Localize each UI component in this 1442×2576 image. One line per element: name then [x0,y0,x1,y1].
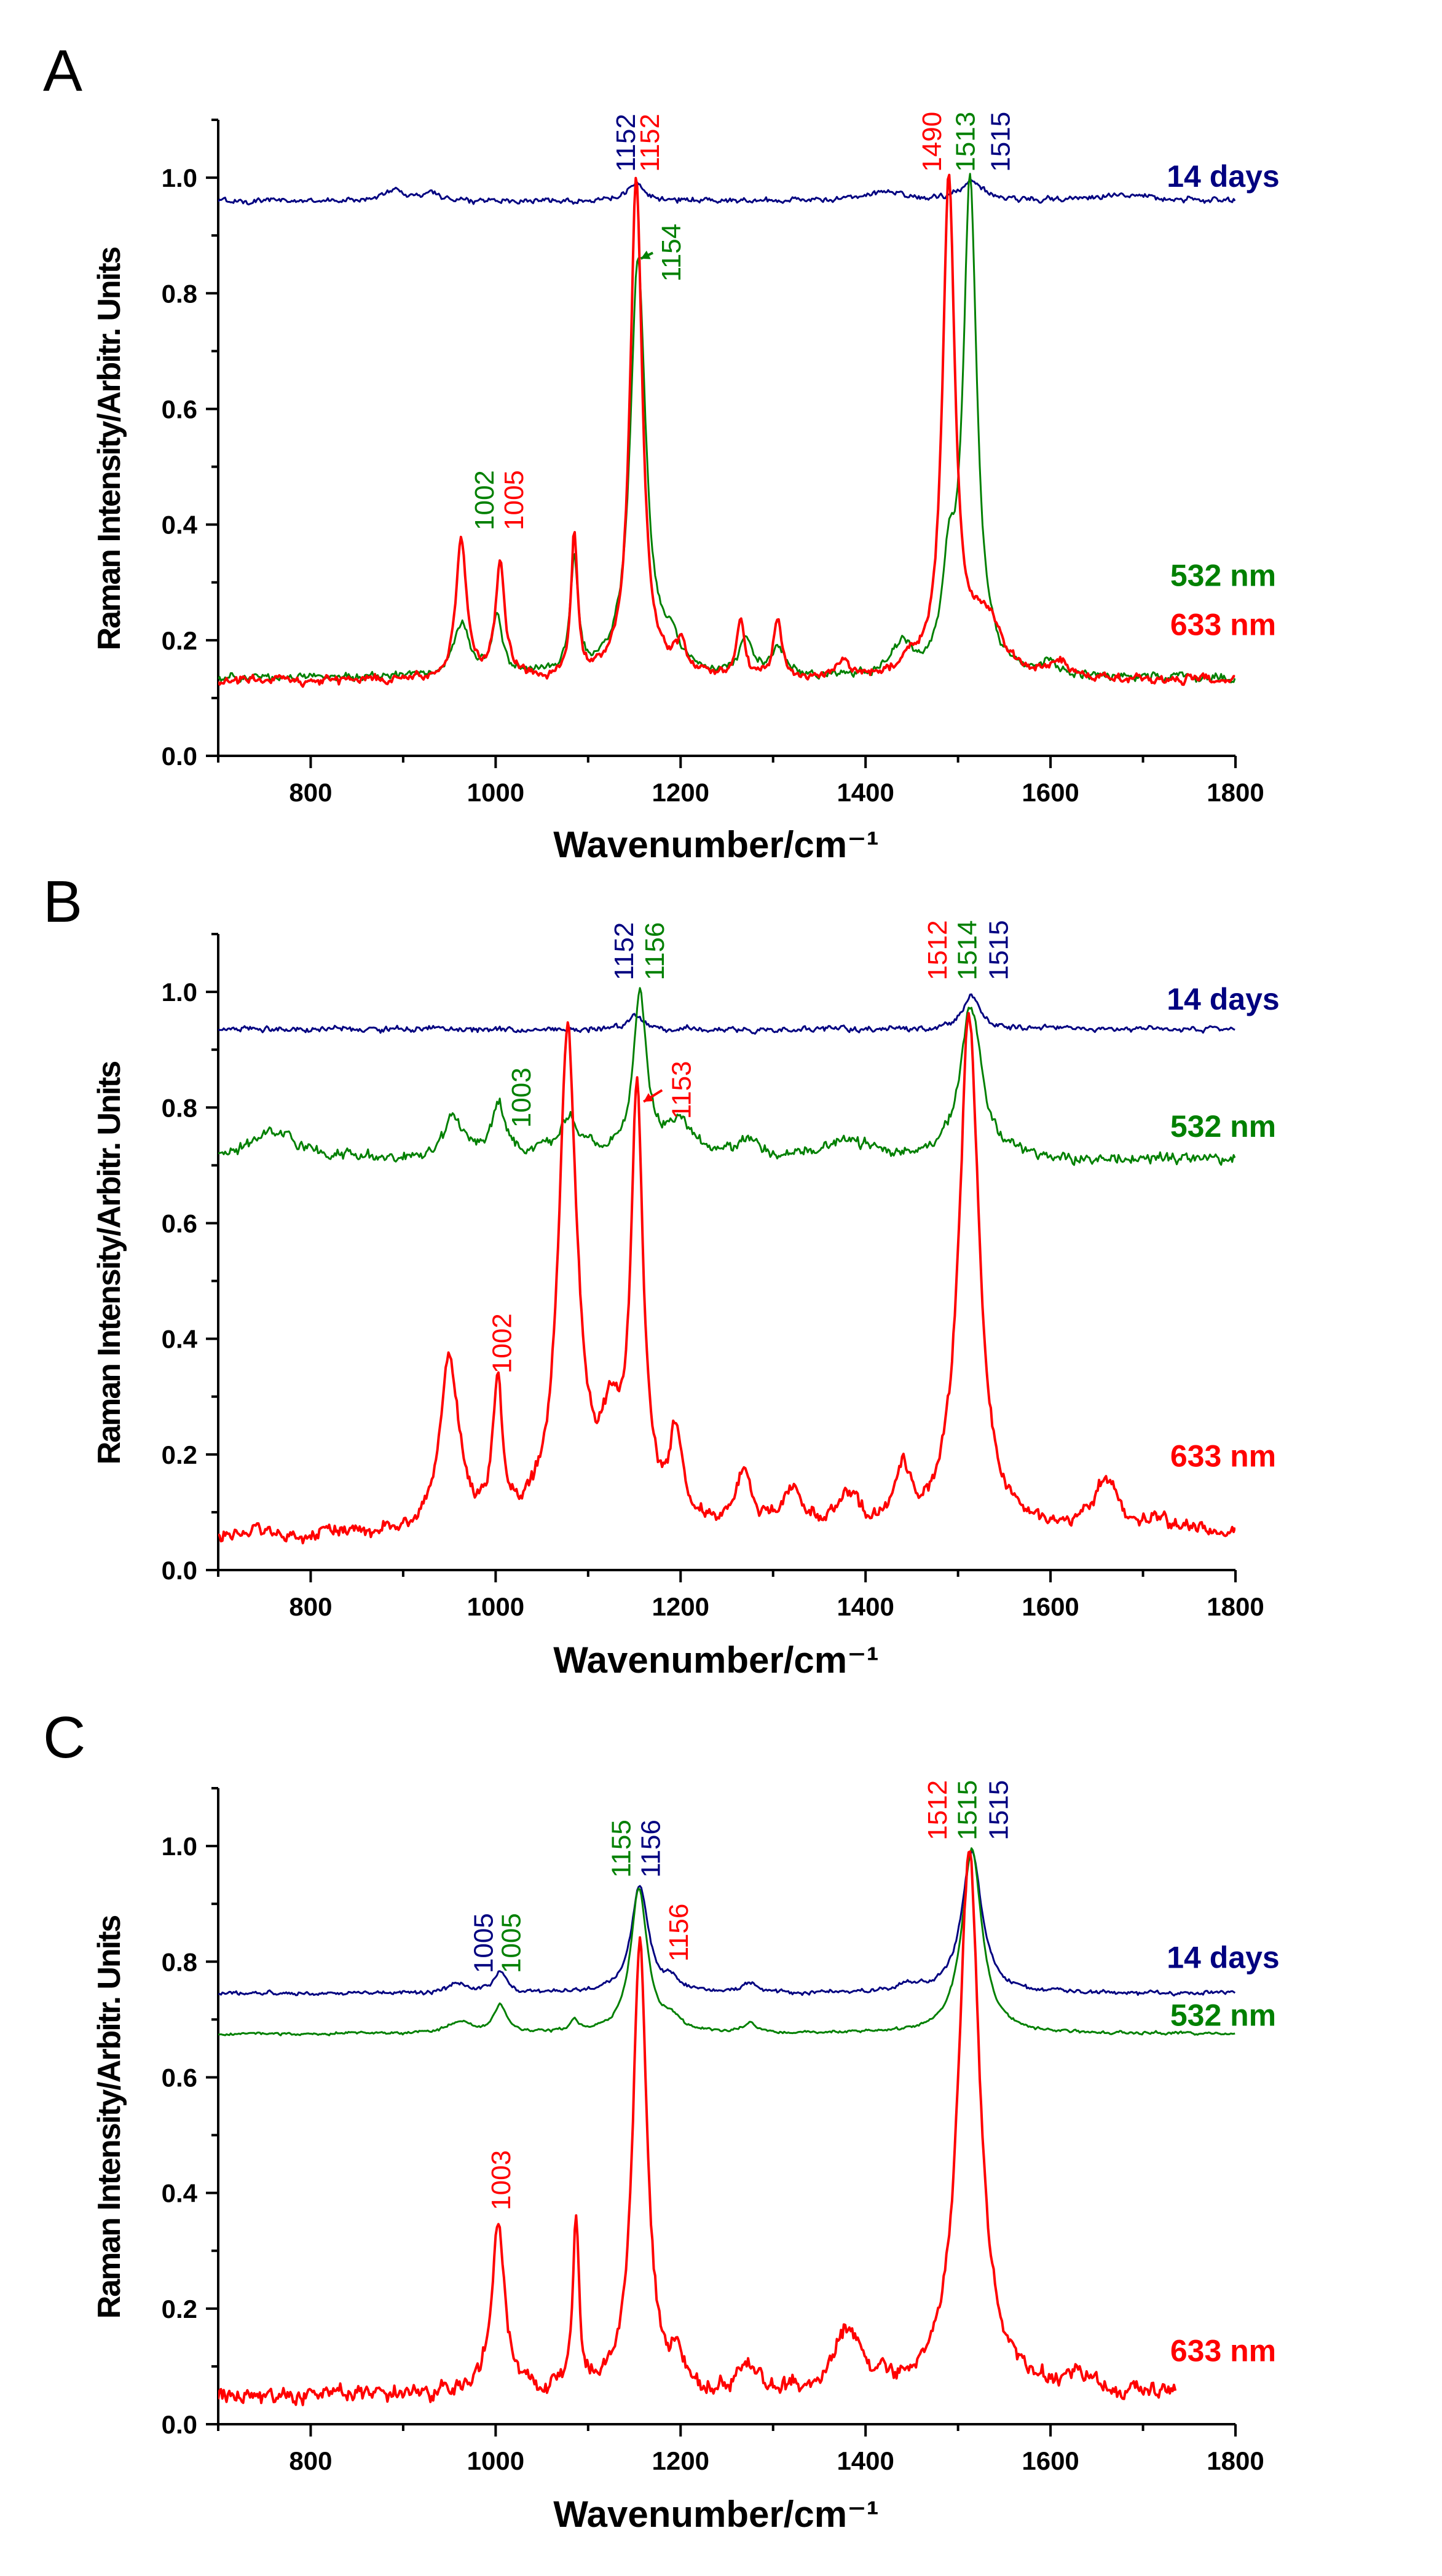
peak-label: 1005 [499,470,529,530]
peak-label: 1512 [923,1780,953,1840]
peak-label: 1515 [952,1780,982,1840]
peak-label: 1514 [952,920,982,980]
peak-label: 1003 [486,2150,516,2210]
y-tick-label: 0.4 [162,2179,198,2208]
x-tick-label: 1800 [1207,1592,1264,1621]
x-tick-label: 1600 [1022,2446,1079,2475]
x-axis-title: Wavenumber/cm⁻¹ [553,1639,879,1681]
legend-label: 633 nm [1170,1439,1276,1474]
x-tick-label: 1800 [1207,778,1264,807]
x-tick-label: 1200 [652,778,709,807]
y-tick-label: 0.0 [162,742,197,771]
y-tick-label: 0.6 [162,395,197,423]
x-tick-label: 1000 [467,1592,524,1621]
peak-label: 1490 [917,112,947,172]
peak-label: 1153 [666,1061,696,1119]
y-tick-label: 0.6 [162,2063,197,2092]
y-tick-label: 0.2 [162,2295,197,2323]
series-line-14-days [218,1850,1235,1997]
peak-label: 1154 [656,224,687,282]
legend-label: 532 nm [1170,1998,1276,2033]
x-tick-label: 1400 [837,2446,894,2475]
legend-label: 14 days [1167,159,1279,194]
y-axis-title: Raman Intensity/Arbitr. Units [92,248,127,651]
legend-label: 14 days [1167,982,1279,1016]
x-axis-title: Wavenumber/cm⁻¹ [553,824,879,865]
x-tick-label: 800 [289,1592,332,1621]
y-tick-label: 0.6 [162,1209,197,1238]
y-axis-title: Raman Intensity/Arbitr. Units [92,1916,127,2319]
y-tick-label: 0.8 [162,1947,197,1976]
peak-label: 1152 [635,114,665,172]
x-tick-label: 1200 [652,2446,709,2475]
peak-label: 1512 [923,920,953,980]
x-tick-label: 1200 [652,1592,709,1621]
peak-label: 1515 [983,920,1014,980]
annotation-arrow-head [640,250,651,259]
x-tick-label: 1600 [1022,778,1079,807]
y-tick-label: 1.0 [162,163,197,192]
peak-label: 1156 [640,922,670,981]
x-tick-label: 1600 [1022,1592,1079,1621]
peak-label: 1156 [664,1904,694,1962]
series-line-633-nm [218,1011,1235,1545]
peak-label: 1515 [986,112,1016,172]
y-tick-label: 0.0 [162,2410,197,2439]
x-axis-title: Wavenumber/cm⁻¹ [553,2494,879,2535]
y-tick-label: 0.2 [162,626,197,655]
series-line-532-nm [218,987,1235,1166]
panel-a: A 800 1000 1200 1400 1600 1800 0.0 0.2 0.4 0.6 0.8 1… [43,38,1280,865]
panel-label: A [43,38,82,104]
peak-label: 1152 [611,114,641,172]
y-tick-label: 1.0 [162,978,197,1007]
peak-label: 1155 [607,1820,637,1878]
panel-c: C 800 1000 1200 1400 1600 1800 0.0 0.2 0.4 0.6 0.8 1… [43,1705,1280,2535]
annotation-arrow-head [644,1093,654,1102]
x-tick-label: 800 [289,2446,332,2475]
legend-label: 633 nm [1170,607,1276,642]
y-tick-label: 0.0 [162,1556,197,1585]
peak-label: 1003 [506,1067,537,1128]
series-line-633-nm [218,173,1235,688]
peak-label: 1005 [497,1913,527,1973]
legend-label: 532 nm [1170,1109,1276,1144]
y-tick-label: 0.2 [162,1440,197,1469]
panel-label: C [43,1705,85,1770]
peak-label: 1513 [950,112,980,172]
series-line-633-nm [218,1850,1177,2406]
x-tick-label: 1000 [467,2446,524,2475]
x-tick-label: 1400 [837,778,894,807]
peak-label: 1152 [609,922,639,981]
peak-label: 1002 [470,470,500,530]
panel-b: B 800 1000 1200 1400 1600 1800 0.0 0.2 0.4 0.6 0.8 1… [43,869,1280,1681]
x-tick-label: 1800 [1207,2446,1264,2475]
series-line-14-days [218,179,1235,206]
panel-label: B [43,869,82,935]
y-tick-label: 1.0 [162,1832,197,1861]
y-tick-label: 0.8 [162,1093,197,1122]
y-axis-title: Raman Intensity/Arbitr. Units [92,1062,127,1465]
series-line-532-nm [218,1847,1235,2036]
peak-label: 1156 [636,1820,666,1878]
y-tick-label: 0.4 [162,511,198,540]
x-tick-label: 1000 [467,778,524,807]
y-tick-label: 0.8 [162,279,197,308]
peak-label: 1515 [983,1780,1014,1840]
x-tick-label: 1400 [837,1592,894,1621]
series-line-532-nm [218,173,1235,684]
peak-label: 1005 [468,1913,498,1973]
x-tick-label: 800 [289,778,332,807]
y-tick-label: 0.4 [162,1325,198,1354]
peak-label: 1002 [487,1313,518,1373]
series-line-14-days [218,993,1235,1035]
legend-label: 14 days [1167,1941,1279,1975]
legend-label: 532 nm [1170,558,1276,592]
legend-label: 633 nm [1170,2333,1276,2368]
